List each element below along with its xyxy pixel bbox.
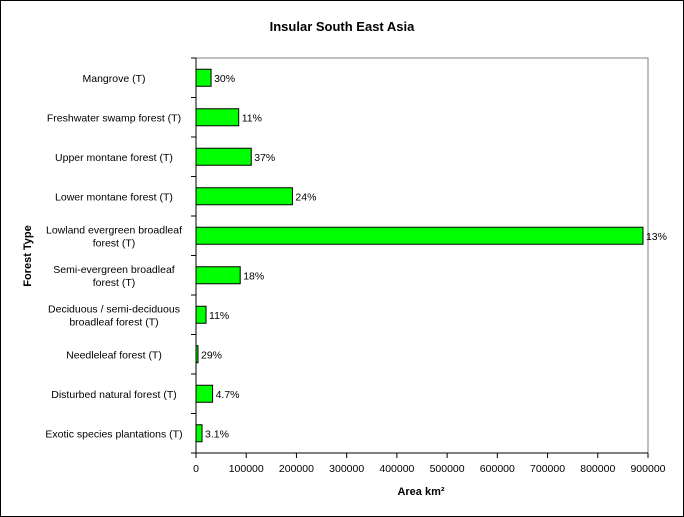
bar bbox=[195, 305, 207, 324]
chart-title: Insular South East Asia bbox=[270, 19, 415, 34]
category-label: Needleleaf forest (T) bbox=[66, 349, 162, 361]
x-tick-label: 600000 bbox=[480, 463, 515, 475]
data-label: 18% bbox=[243, 270, 264, 282]
category-label: Mangrove (T) bbox=[82, 73, 145, 85]
bar bbox=[195, 147, 252, 166]
plot-area bbox=[195, 57, 649, 454]
x-tick-label: 700000 bbox=[530, 463, 565, 475]
x-tick-label: 900000 bbox=[630, 463, 665, 475]
x-tick-label: 0 bbox=[193, 463, 199, 475]
bar bbox=[195, 226, 644, 245]
category-label: Semi-evergreen broadleaf forest (T) bbox=[53, 264, 174, 289]
data-label: 37% bbox=[254, 152, 275, 164]
bar bbox=[195, 266, 241, 285]
category-label: Lowland evergreen broadleaf forest (T) bbox=[46, 224, 182, 249]
category-label: Exotic species plantations (T) bbox=[45, 428, 182, 440]
data-label: 24% bbox=[295, 191, 316, 203]
x-tick-label: 100000 bbox=[229, 463, 264, 475]
data-label: 3.1% bbox=[205, 428, 229, 440]
y-axis-title: Forest Type bbox=[22, 225, 34, 287]
x-axis-title: Area km² bbox=[397, 486, 444, 498]
bar bbox=[195, 187, 293, 206]
data-label: 4.7% bbox=[216, 389, 240, 401]
category-label: Freshwater swamp forest (T) bbox=[47, 112, 181, 124]
bar bbox=[195, 68, 212, 87]
x-tick-label: 300000 bbox=[329, 463, 364, 475]
bar bbox=[195, 108, 240, 127]
data-label: 30% bbox=[214, 73, 235, 85]
category-label: Upper montane forest (T) bbox=[55, 152, 173, 164]
data-label: 29% bbox=[201, 349, 222, 361]
x-tick-label: 400000 bbox=[379, 463, 414, 475]
category-label: Deciduous / semi-deciduous broadleaf fore… bbox=[48, 303, 180, 328]
category-label: Lower montane forest (T) bbox=[55, 191, 173, 203]
x-tick-label: 500000 bbox=[430, 463, 465, 475]
bar bbox=[195, 424, 203, 443]
category-label: Disturbed natural forest (T) bbox=[51, 389, 176, 401]
x-tick-label: 200000 bbox=[279, 463, 314, 475]
data-label: 13% bbox=[646, 231, 667, 243]
x-tick-label: 800000 bbox=[580, 463, 615, 475]
data-label: 11% bbox=[242, 112, 262, 124]
bar bbox=[195, 384, 214, 403]
data-label: 11% bbox=[209, 310, 229, 322]
